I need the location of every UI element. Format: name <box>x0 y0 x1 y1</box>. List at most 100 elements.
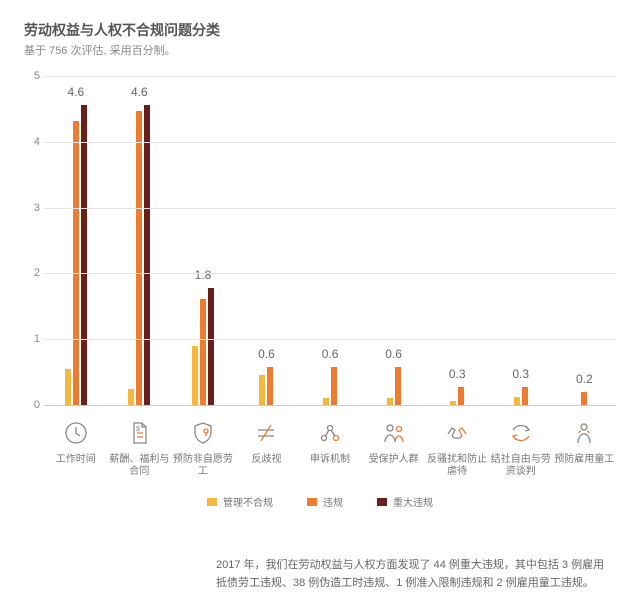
chart-bar-group <box>192 288 214 405</box>
chart-x-category: 工作时间 <box>44 416 108 478</box>
svg-text:$: $ <box>136 426 140 433</box>
chart-bar-mgmt <box>514 397 520 405</box>
chart-x-label: 结社自由与劳资谈判 <box>489 454 553 478</box>
chart-bar-viol <box>395 367 401 405</box>
legend-item-severe: 重大违规 <box>377 494 433 509</box>
chart-x-axis: 工作时间 $ 薪酬、福利与合同预防非自愿劳工反歧视申诉机制受保护人群反骚扰和防止虐待… <box>44 416 616 478</box>
chart-y-tick: 1 <box>26 333 40 345</box>
chart: 4.64.61.80.60.60.60.30.30.2 012345 工作时间$… <box>24 76 616 509</box>
chart-y-tick: 2 <box>26 267 40 279</box>
doc-icon: $ <box>108 416 172 450</box>
chart-bar-mgmt <box>192 346 198 405</box>
chart-y-tick: 4 <box>26 136 40 148</box>
chart-x-label: 反骚扰和防止虐待 <box>425 454 489 478</box>
chart-bar-viol <box>267 367 273 405</box>
chart-x-label: 申诉机制 <box>298 454 362 466</box>
chart-x-label: 预防非自愿劳工 <box>171 454 235 478</box>
chart-gridline <box>44 339 616 340</box>
chart-plot: 4.64.61.80.60.60.60.30.30.2 012345 <box>44 76 616 406</box>
legend-swatch-severe <box>377 498 387 506</box>
chart-value-label: 0.2 <box>576 372 593 386</box>
chart-y-tick: 3 <box>26 202 40 214</box>
chart-value-label: 0.3 <box>449 367 466 381</box>
chart-bar-group <box>65 105 87 405</box>
link-icon <box>298 416 362 450</box>
chart-y-tick: 5 <box>26 70 40 82</box>
chart-value-label: 0.3 <box>512 367 529 381</box>
chart-bar-group <box>450 387 464 405</box>
chart-legend: 管理不合规 违规 重大违规 <box>24 494 616 509</box>
hands-icon <box>425 416 489 450</box>
chart-bar-severe <box>81 105 87 405</box>
chart-bar-viol <box>331 367 337 405</box>
chart-category: 1.8 <box>171 76 235 405</box>
chart-category: 4.6 <box>44 76 108 405</box>
chart-category: 0.6 <box>362 76 426 405</box>
chart-gridline <box>44 76 616 77</box>
people-icon <box>362 416 426 450</box>
chart-bar-mgmt <box>65 369 71 405</box>
legend-item-viol: 违规 <box>307 494 343 509</box>
chart-x-category: $ 薪酬、福利与合同 <box>108 416 172 478</box>
chart-category: 0.6 <box>298 76 362 405</box>
chart-bar-mgmt <box>259 375 265 405</box>
chart-category: 0.3 <box>425 76 489 405</box>
chart-bar-group <box>259 367 273 405</box>
chart-category: 0.2 <box>553 76 617 405</box>
chart-bar-viol <box>73 121 79 405</box>
legend-label-severe: 重大违规 <box>393 494 433 509</box>
chart-x-category: 申诉机制 <box>298 416 362 478</box>
chart-bar-mgmt <box>450 401 456 405</box>
chart-bar-group <box>514 387 528 405</box>
chart-x-label: 反歧视 <box>235 454 299 466</box>
legend-label-viol: 违规 <box>323 494 343 509</box>
chart-category: 4.6 <box>108 76 172 405</box>
chart-x-label: 薪酬、福利与合同 <box>108 454 172 478</box>
chart-x-label: 工作时间 <box>44 454 108 466</box>
page-title: 劳动权益与人权不合规问题分类 <box>24 20 613 40</box>
exchange-icon <box>489 416 553 450</box>
chart-category: 0.6 <box>235 76 299 405</box>
chart-bar-group <box>387 367 401 405</box>
chart-value-label: 1.8 <box>195 268 212 282</box>
chart-value-label: 4.6 <box>67 85 84 99</box>
legend-label-mgmt: 管理不合规 <box>223 494 273 509</box>
chart-value-label: 0.6 <box>385 347 402 361</box>
chart-bar-viol <box>136 111 142 405</box>
chart-bar-viol <box>458 387 464 405</box>
chart-gridline <box>44 273 616 274</box>
person-icon <box>553 416 617 450</box>
chart-bar-group <box>323 367 337 405</box>
legend-swatch-viol <box>307 498 317 506</box>
chart-bar-viol <box>200 299 206 405</box>
shield-icon <box>171 416 235 450</box>
neq-icon <box>235 416 299 450</box>
chart-x-category: 结社自由与劳资谈判 <box>489 416 553 478</box>
chart-bar-severe <box>144 105 150 405</box>
chart-x-category: 反歧视 <box>235 416 299 478</box>
chart-value-label: 0.6 <box>258 347 275 361</box>
chart-bar-mgmt <box>128 389 134 406</box>
chart-value-label: 0.6 <box>322 347 339 361</box>
chart-bar-group <box>581 392 587 405</box>
footnote: 2017 年，我们在劳动权益与人权方面发现了 44 例重大违规，其中包括 3 例… <box>216 557 613 592</box>
chart-x-label: 受保护人群 <box>362 454 426 466</box>
chart-x-category: 预防雇用童工 <box>553 416 617 478</box>
chart-gridline <box>44 208 616 209</box>
chart-bar-viol <box>522 387 528 405</box>
chart-bar-group <box>128 105 150 405</box>
chart-x-category: 预防非自愿劳工 <box>171 416 235 478</box>
chart-x-category: 受保护人群 <box>362 416 426 478</box>
legend-item-mgmt: 管理不合规 <box>207 494 273 509</box>
chart-bar-mgmt <box>323 398 329 405</box>
chart-category: 0.3 <box>489 76 553 405</box>
chart-bar-viol <box>581 392 587 405</box>
chart-y-tick: 0 <box>26 399 40 411</box>
chart-value-label: 4.6 <box>131 85 148 99</box>
chart-gridline <box>44 142 616 143</box>
chart-x-category: 反骚扰和防止虐待 <box>425 416 489 478</box>
chart-bar-mgmt <box>387 398 393 405</box>
chart-x-label: 预防雇用童工 <box>553 454 617 466</box>
legend-swatch-mgmt <box>207 498 217 506</box>
clock-icon <box>44 416 108 450</box>
